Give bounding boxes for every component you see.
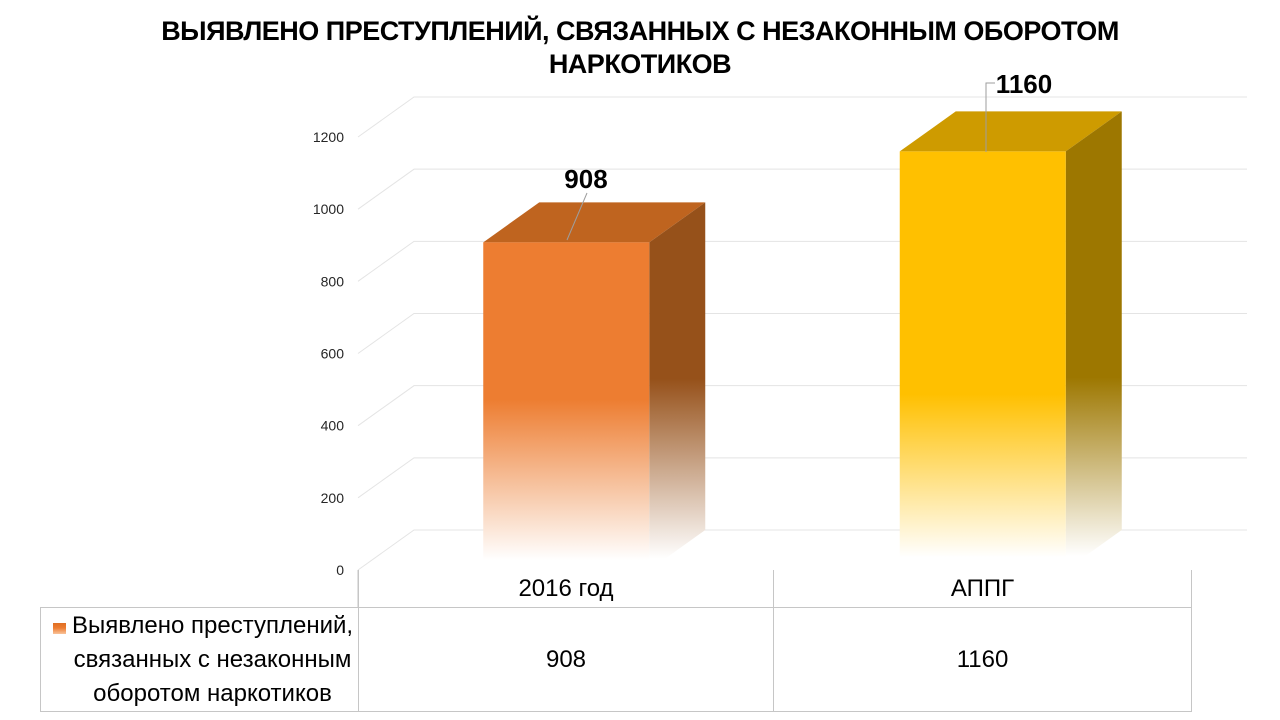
chart-title-line-1: ВЫЯВЛЕНО ПРЕСТУПЛЕНИЙ, СВЯЗАННЫХ С НЕЗАК… bbox=[161, 16, 1119, 46]
bar-top-face[interactable] bbox=[483, 202, 706, 243]
legend-label-line-3: оборотом наркотиков bbox=[93, 679, 332, 707]
data-label-leader-line bbox=[566, 192, 588, 241]
table-value-appg: 1160 bbox=[773, 607, 1192, 712]
chart-title-line-2: НАРКОТИКОВ bbox=[548, 49, 732, 79]
data-label-leader-line bbox=[985, 82, 995, 152]
bar-front-face[interactable] bbox=[899, 151, 1066, 570]
y-axis-tick-600: 600 bbox=[321, 346, 345, 362]
y-axis-tick-1000: 1000 bbox=[313, 201, 344, 217]
bar-2016-god[interactable] bbox=[483, 202, 706, 570]
category-header-2016: 2016 год bbox=[358, 570, 773, 607]
table-value-2016: 908 bbox=[358, 607, 773, 712]
chart-title: ВЫЯВЛЕНО ПРЕСТУПЛЕНИЙ, СВЯЗАННЫХ С НЕЗАК… bbox=[0, 15, 1280, 81]
data-label-аппг[interactable]: 1160 bbox=[996, 69, 1052, 99]
gridline-1200 bbox=[357, 96, 1247, 138]
y-axis-tick-400: 400 bbox=[321, 418, 345, 434]
legend-cell: Выявлено преступлений, связанных с незак… bbox=[40, 607, 358, 712]
category-header-appg: АППГ bbox=[773, 570, 1192, 607]
bar-side-face[interactable] bbox=[1065, 111, 1122, 570]
y-axis-tick-1200: 1200 bbox=[313, 129, 344, 145]
y-axis-tick-0: 0 bbox=[336, 562, 344, 578]
bar-appg[interactable] bbox=[899, 111, 1122, 570]
legend-label-line-1: Выявлено преступлений, bbox=[71, 611, 354, 639]
bar-side-face[interactable] bbox=[649, 202, 706, 570]
data-label-2016-год[interactable]: 908 bbox=[564, 164, 607, 194]
bar-top-face[interactable] bbox=[899, 111, 1122, 152]
bar-front-face[interactable] bbox=[483, 242, 650, 570]
y-axis-tick-200: 200 bbox=[321, 490, 345, 506]
legend-label-line-2: связанных с незаконным bbox=[73, 645, 352, 673]
legend-series-marker-icon bbox=[53, 623, 66, 634]
y-axis-tick-800: 800 bbox=[321, 273, 345, 289]
